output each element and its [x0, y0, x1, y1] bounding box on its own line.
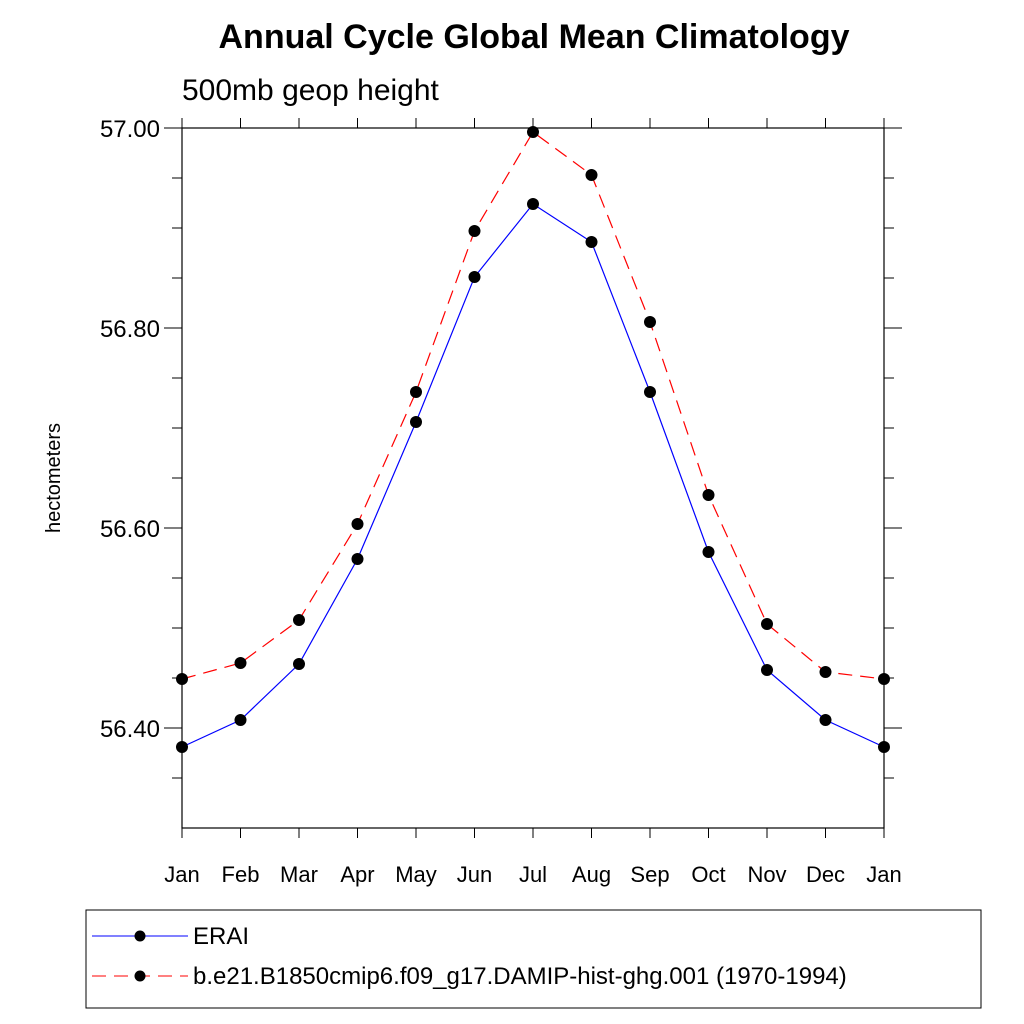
series-1-point — [176, 673, 188, 685]
series-1-point — [351, 518, 364, 530]
x-tick-label: Jan — [866, 862, 901, 887]
series-1-point — [293, 614, 305, 626]
series-1-point — [585, 169, 598, 181]
series-1-point — [819, 666, 832, 678]
legend-item-1: b.e21.B1850cmip6.f09_g17.DAMIP-hist-ghg.… — [92, 963, 847, 990]
legend-marker-model — [134, 970, 146, 982]
series-line-0 — [181, 203, 885, 748]
y-tick-label: 56.80 — [100, 316, 160, 343]
x-tick-label: Sep — [630, 862, 669, 887]
plot-area — [181, 127, 885, 829]
series-1-point — [644, 316, 656, 328]
series-1-point — [702, 489, 715, 501]
series-0-point — [644, 386, 656, 398]
x-tick-label: Apr — [340, 862, 374, 887]
y-tick-label: 56.40 — [100, 716, 160, 743]
series-0-point — [819, 714, 832, 726]
x-tick-label: Aug — [572, 862, 611, 887]
y-axis: 56.40 56.60 56.80 57.00 — [100, 116, 902, 779]
series-0-point — [878, 741, 890, 753]
chart-subtitle: 500mb geop height — [182, 74, 440, 107]
x-tick-label: Jul — [519, 862, 547, 887]
x-tick-label: Jan — [164, 862, 199, 887]
series-1-point — [410, 386, 422, 398]
series-line-1 — [181, 131, 885, 680]
chart-title: Annual Cycle Global Mean Climatology — [219, 18, 850, 56]
series-1-point — [878, 673, 890, 685]
series-0-point — [351, 553, 364, 565]
x-tick-label: Feb — [222, 862, 260, 887]
series-0-point — [702, 546, 715, 558]
y-tick-label: 57.00 — [100, 116, 160, 143]
series-0-point — [410, 416, 422, 428]
series-0-point — [293, 658, 305, 670]
x-tick-label: Nov — [747, 862, 786, 887]
plot-frame — [181, 127, 885, 829]
legend-item-0: ERAI — [92, 923, 249, 950]
series-1-point — [527, 126, 539, 138]
x-tick-label: Jun — [457, 862, 492, 887]
legend-marker-erai — [134, 930, 146, 942]
x-tick-label: Dec — [806, 862, 845, 887]
y-axis-label: hectometers — [43, 423, 65, 533]
x-tick-label: May — [395, 862, 437, 887]
x-tick-label: Oct — [691, 862, 725, 887]
x-axis: Jan Feb Mar Apr May Jun Jul Aug Sep Oct Nov Dec Jan — [164, 118, 902, 887]
series-0-point — [527, 198, 539, 210]
series-1-point — [468, 225, 481, 237]
series-0-point — [176, 741, 188, 753]
y-tick-label: 56.60 — [100, 516, 160, 543]
series-0-point — [468, 271, 481, 283]
x-tick-label: Mar — [280, 862, 318, 887]
series-0-point — [761, 664, 773, 676]
legend-box — [85, 909, 982, 1009]
series-1-point — [234, 657, 247, 669]
series-layer — [176, 126, 890, 753]
series-0-point — [234, 714, 247, 726]
legend-label-erai: ERAI — [193, 923, 249, 950]
series-0-point — [585, 236, 598, 248]
series-1-point — [761, 618, 773, 630]
legend-label-model: b.e21.B1850cmip6.f09_g17.DAMIP-hist-ghg.… — [193, 963, 847, 990]
